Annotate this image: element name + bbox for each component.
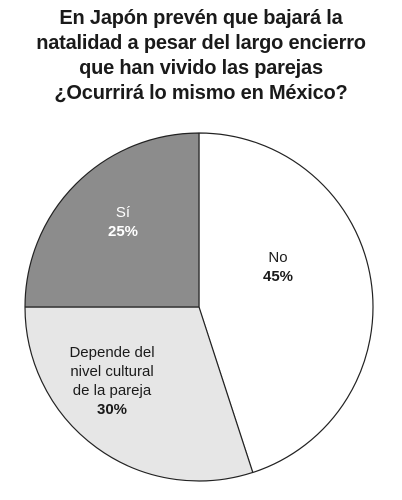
chart-title: En Japón prevén que bajará la natalidad … <box>0 6 402 106</box>
pie-slice-3 <box>24 132 200 308</box>
chart-title-line-2: natalidad a pesar del largo encierro <box>36 32 366 54</box>
pie-slice-2 <box>24 306 254 482</box>
slice-label-2-line-3: de la pareja <box>73 382 152 399</box>
slice-label-2-line-1: Depende del <box>69 344 154 361</box>
slice-value-label-2: 30% <box>97 401 127 418</box>
chart-title-line-1: En Japón prevén que bajará la <box>59 7 343 29</box>
slice-label-1-line-1: No <box>268 249 287 266</box>
pie-slice-1 <box>198 132 374 474</box>
slice-label-3-line-1: Sí <box>116 204 131 221</box>
chart-title-line-4: ¿Ocurrirá lo mismo en México? <box>54 82 348 104</box>
pie-slices <box>24 132 374 482</box>
pie-labels: No 45% Depende del nivel cultural de la pare… <box>69 204 293 418</box>
slice-value-label-1: 45% <box>263 268 293 285</box>
chart-title-line-3: que han vivido las parejas <box>79 57 323 79</box>
slice-value-label-3: 25% <box>108 223 138 240</box>
slice-label-2-line-2: nivel cultural <box>70 363 153 380</box>
